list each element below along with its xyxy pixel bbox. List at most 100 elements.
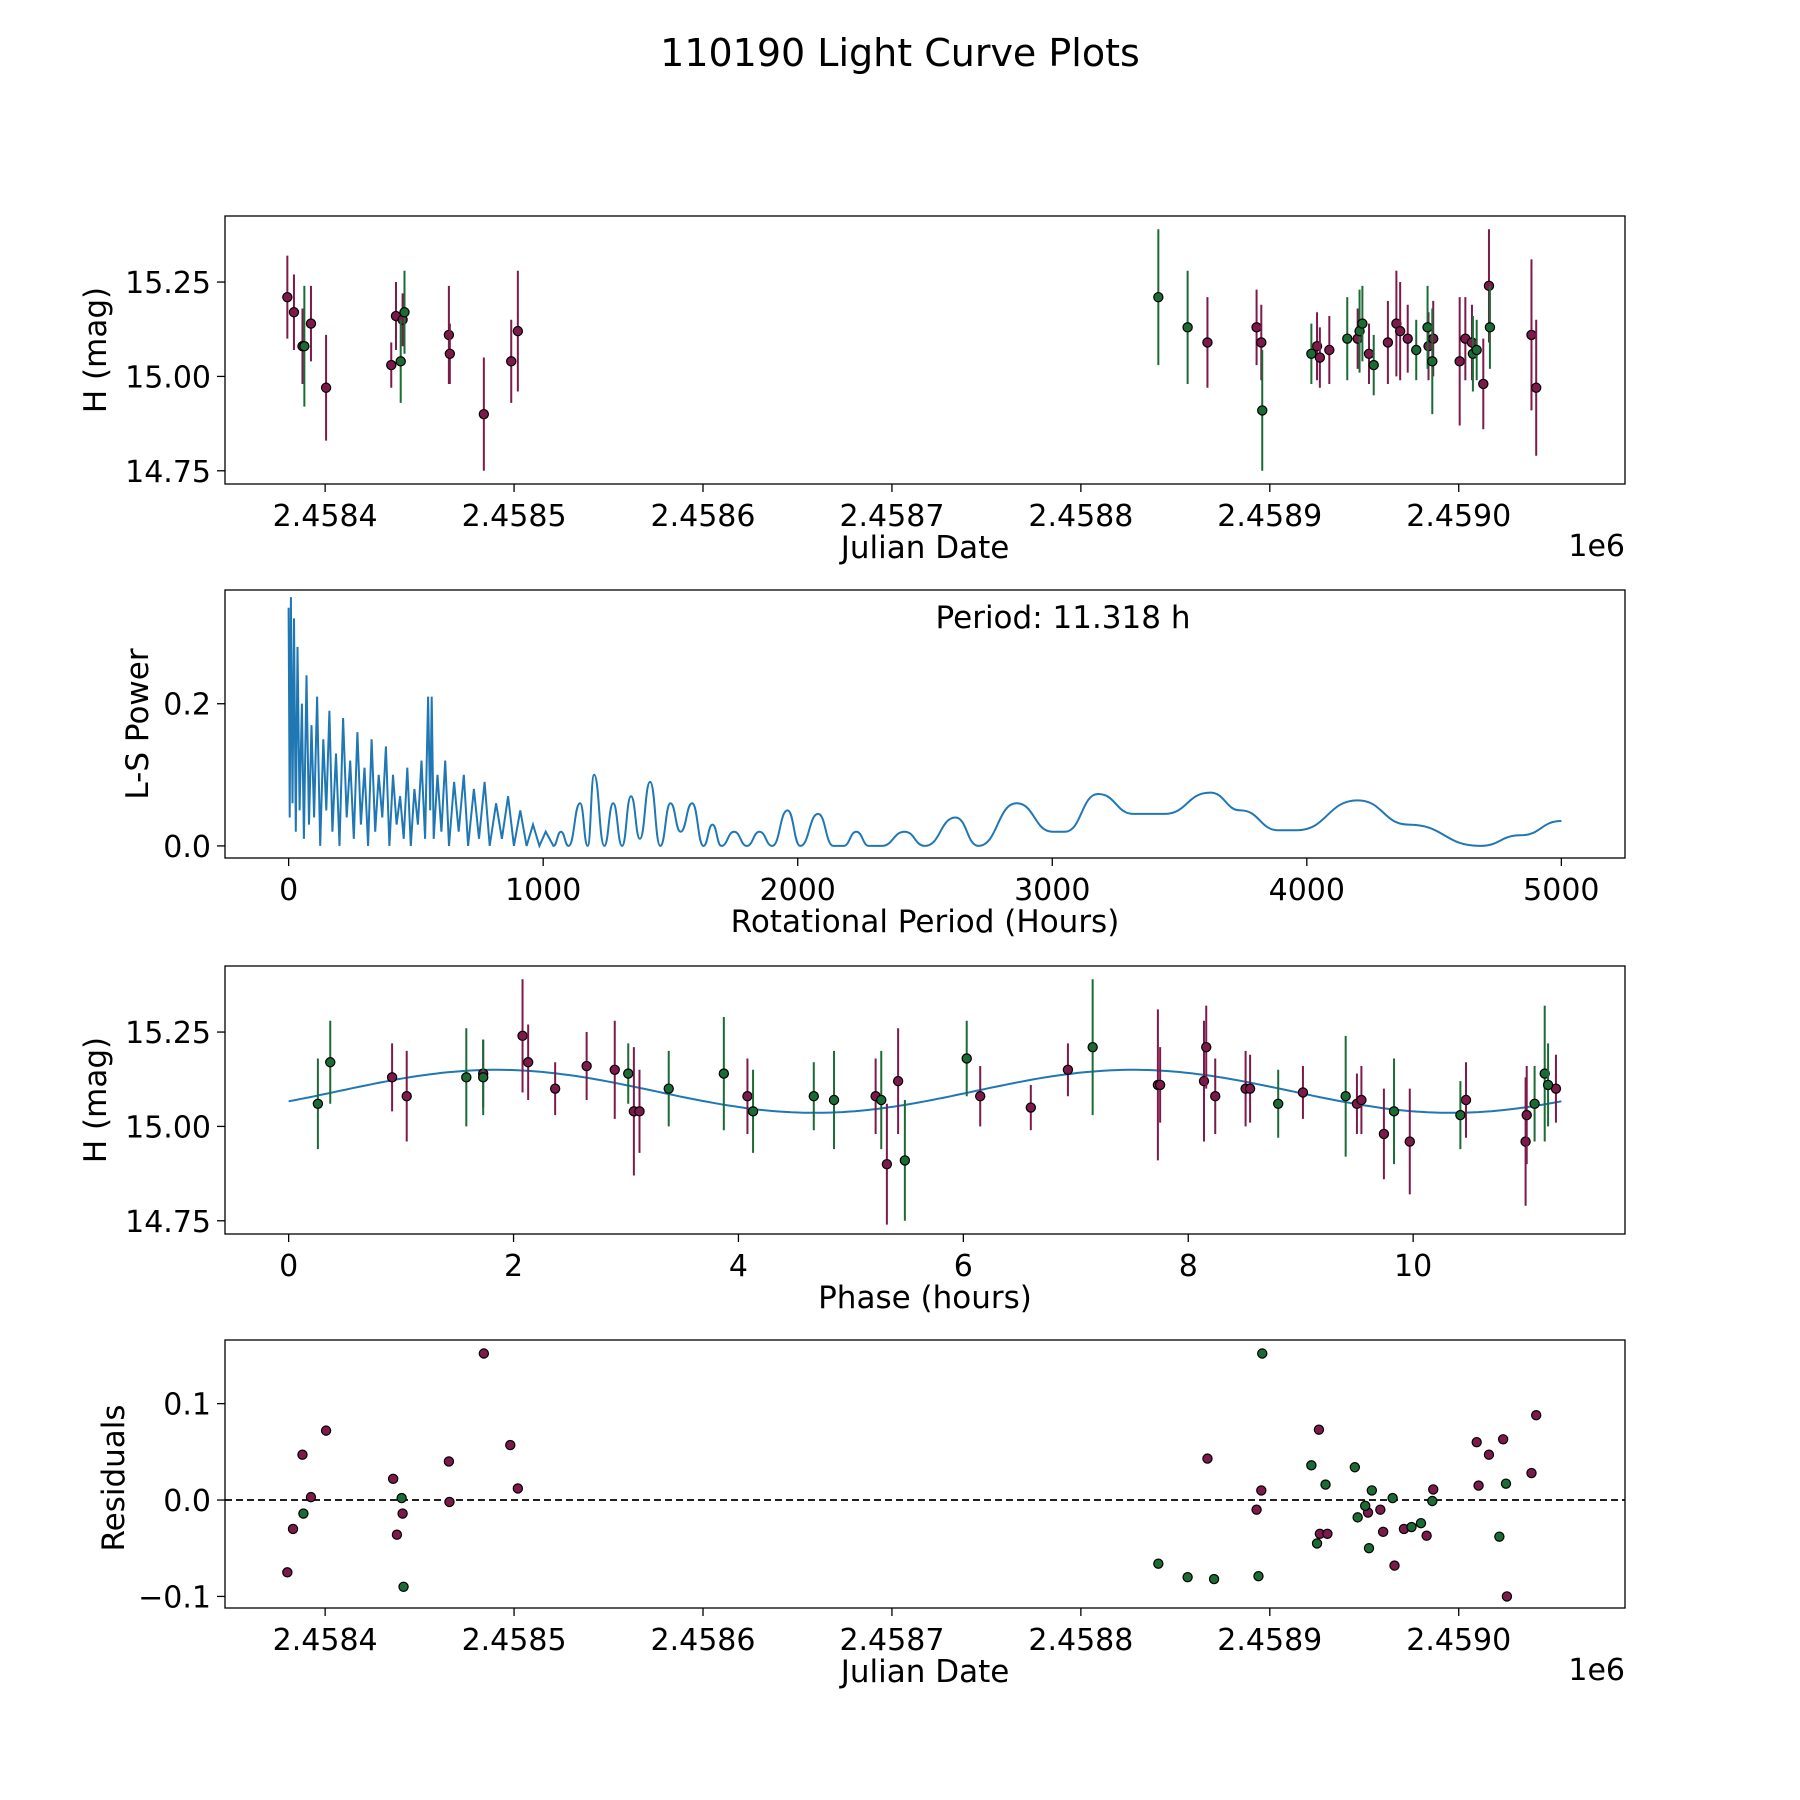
residuals-point xyxy=(1251,1504,1262,1515)
residuals-point xyxy=(1306,1460,1317,1471)
phase-y-label: H (mag) xyxy=(78,1037,114,1163)
residuals-point xyxy=(1313,1424,1325,1435)
residuals-point xyxy=(305,1491,317,1503)
residuals-point xyxy=(505,1439,516,1451)
residuals-point xyxy=(1526,1467,1537,1479)
residuals-point xyxy=(396,1492,407,1504)
phase-point xyxy=(1154,1079,1166,1091)
lightcurve-point xyxy=(506,356,517,367)
residuals-point xyxy=(1363,1543,1375,1554)
lightcurve-y-tick-label: 15.25 xyxy=(125,266,211,301)
lightcurve-point xyxy=(1394,325,1406,337)
phase-point xyxy=(892,1075,904,1087)
phase-point xyxy=(1388,1106,1400,1117)
lightcurve-point xyxy=(1454,356,1465,367)
residuals-x-ticks: 2.4584 2.4585 2.4586 2.4587 2.4588 2.4589 2.45… xyxy=(273,1608,1511,1658)
lightcurve-point xyxy=(1427,356,1438,367)
phase-point xyxy=(1297,1087,1309,1098)
phase-point xyxy=(386,1072,398,1083)
residuals-x-tick-label: 2.4584 xyxy=(273,1623,378,1658)
phase-point xyxy=(961,1053,972,1064)
lightcurve-x-tick-label: 2.4589 xyxy=(1217,499,1322,534)
phase-point xyxy=(581,1060,592,1072)
lightcurve-point xyxy=(478,408,490,420)
residuals-point xyxy=(1427,1495,1438,1507)
residuals-x-tick-label: 2.4585 xyxy=(462,1623,567,1658)
lightcurve-point xyxy=(1382,337,1394,348)
lightcurve-frame xyxy=(224,215,1626,485)
phase-point xyxy=(1244,1083,1256,1094)
residuals-point xyxy=(1389,1560,1400,1571)
lightcurve-y-ticks: 14.75 15.00 15.25 xyxy=(125,266,225,490)
lightcurve-point xyxy=(386,359,397,371)
residuals-y-tick-label: −0.1 xyxy=(138,1580,211,1615)
phase-point xyxy=(549,1083,561,1094)
phase-point xyxy=(609,1064,620,1076)
periodogram-y-tick-label: 0.2 xyxy=(163,688,211,723)
phase-point xyxy=(1025,1102,1037,1113)
phase-point xyxy=(634,1106,645,1117)
lightcurve-x-tick-label: 2.4587 xyxy=(839,499,944,534)
residuals-point xyxy=(1501,1591,1513,1602)
residuals-point xyxy=(298,1508,309,1519)
periodogram-x-tick-label: 4000 xyxy=(1269,873,1345,908)
residuals-x-label: Julian Date xyxy=(839,1654,1010,1690)
lightcurve-point xyxy=(1182,322,1193,333)
residuals-x-tick-label: 2.4586 xyxy=(651,1623,756,1658)
lightcurve-point xyxy=(395,356,406,367)
phase-point xyxy=(1539,1068,1550,1079)
lightcurve-point xyxy=(1402,333,1413,344)
residuals-point xyxy=(320,1425,332,1436)
phase-y-ticks: 14.75 15.00 15.25 xyxy=(125,1016,225,1240)
residuals-point xyxy=(1352,1512,1363,1523)
residuals-series-magenta xyxy=(282,1348,1542,1602)
lightcurve-point xyxy=(1153,291,1164,303)
phase-point xyxy=(975,1091,986,1102)
residuals-point xyxy=(1387,1492,1398,1504)
lightcurve-point xyxy=(299,341,310,352)
lightcurve-point xyxy=(305,318,317,329)
residuals-point xyxy=(397,1508,408,1519)
phase-point xyxy=(1378,1128,1390,1140)
residuals-point xyxy=(398,1581,409,1592)
residuals-point xyxy=(1320,1479,1331,1490)
phase-point xyxy=(1455,1109,1466,1121)
residuals-point xyxy=(1473,1480,1484,1491)
lightcurve-point xyxy=(1257,405,1268,416)
residuals-point xyxy=(1322,1528,1333,1539)
residuals-point xyxy=(1500,1478,1512,1489)
residuals-point xyxy=(443,1456,455,1467)
periodogram-x-tick-label: 5000 xyxy=(1523,873,1599,908)
phase-point xyxy=(1520,1136,1531,1147)
lightcurve-x-tick-label: 2.4586 xyxy=(651,499,756,534)
phase-point xyxy=(808,1091,819,1102)
phase-x-tick-label: 8 xyxy=(1179,1249,1198,1284)
residuals-point xyxy=(1360,1500,1371,1512)
figure-title: 110190 Light Curve Plots xyxy=(660,31,1140,75)
phase-point xyxy=(1356,1094,1367,1106)
phase-y-tick-label: 15.25 xyxy=(125,1016,211,1051)
residuals-point xyxy=(1257,1348,1268,1359)
lightcurve-point xyxy=(1357,318,1368,329)
lightcurve-x-tick-label: 2.4584 xyxy=(273,499,378,534)
residuals-point xyxy=(1311,1538,1323,1549)
residuals-x-tick-label: 2.4590 xyxy=(1406,1623,1511,1658)
lightcurve-x-ticks: 2.4584 2.4585 2.4586 2.4587 2.4588 2.4589 2.45… xyxy=(273,484,1511,534)
periodogram-frame xyxy=(224,589,1626,859)
lightcurve-point xyxy=(1202,337,1213,348)
phase-point xyxy=(1460,1094,1472,1106)
lightcurve-point xyxy=(1251,322,1262,333)
residuals-point xyxy=(387,1473,399,1485)
residuals-point xyxy=(297,1449,308,1460)
residuals-offset-text: 1e6 xyxy=(1568,1653,1625,1688)
phase-x-ticks: 0 2 4 6 8 10 xyxy=(279,1234,1432,1284)
lightcurve-point xyxy=(1411,344,1422,356)
lightcurve-point xyxy=(288,307,300,318)
phase-model-curve xyxy=(288,1068,1562,1114)
periodogram-x-tick-label: 3000 xyxy=(1014,873,1090,908)
residuals-series-green xyxy=(298,1348,1512,1592)
lightcurve-point xyxy=(1256,337,1267,348)
periodogram-x-tick-label: 0 xyxy=(279,873,298,908)
residuals-point xyxy=(512,1483,524,1494)
residuals-point xyxy=(1253,1570,1264,1582)
